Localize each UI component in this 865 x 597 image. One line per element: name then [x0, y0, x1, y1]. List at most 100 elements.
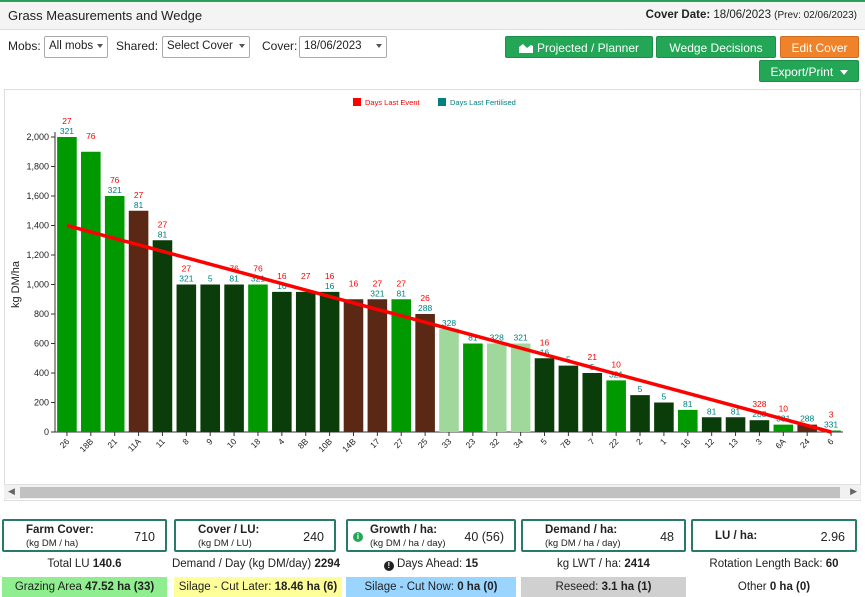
x-tick-label: 26	[58, 436, 72, 450]
label-days-last-fertilised: 81	[229, 274, 239, 284]
bar-paddock-27	[391, 299, 412, 432]
x-tick-label: 3	[753, 436, 764, 447]
reseed-value: 3.1 ha (1)	[601, 581, 652, 593]
page-header: Grass Measurements and Wedge Cover Date:…	[0, 2, 865, 30]
x-tick-label: 11	[154, 436, 168, 450]
cover-date-value: 18/06/2023	[713, 9, 771, 21]
rotation-label: Rotation Length Back:	[709, 558, 823, 570]
cover-lu-value: 240	[303, 530, 324, 544]
bar-paddock-16	[677, 409, 698, 432]
bar-paddock-21	[104, 196, 125, 432]
y-tick-label: 1,400	[26, 221, 49, 231]
legend-label-days-last-event: Days Last Event	[365, 98, 421, 107]
silage-now-label: Silage - Cut Now:	[364, 581, 454, 593]
bar-paddock-23	[463, 343, 483, 432]
x-tick-label: 12	[702, 436, 716, 450]
bar-paddock-11a	[128, 210, 149, 432]
x-tick-label: 27	[392, 436, 406, 450]
x-tick-label: 8B	[296, 436, 311, 451]
bar-paddock-18	[248, 284, 268, 432]
label-days-last-fertilised: 81	[134, 200, 144, 210]
alert-icon[interactable]: !	[383, 561, 394, 571]
kg-lwt-label: kg LWT / ha:	[557, 558, 622, 570]
cover-lu-unit: (kg DM / LU)	[198, 538, 252, 549]
label-days-last-fertilised: 81	[468, 333, 478, 343]
farm-cover-value: 710	[134, 530, 155, 544]
label-days-last-event: 21	[588, 352, 598, 362]
bar-paddock-8b	[295, 291, 316, 432]
bar-paddock-9	[200, 284, 221, 432]
label-days-last-event: 3	[829, 410, 834, 420]
demand-value: 48	[660, 530, 674, 544]
scrollbar-thumb[interactable]	[20, 487, 840, 498]
bar-paddock-14b	[343, 299, 364, 432]
scroll-right-icon[interactable]: ▶	[850, 486, 857, 496]
mobs-select[interactable]: All mobs	[44, 36, 108, 58]
x-tick-label: 18B	[77, 436, 95, 454]
reseed-label: Reseed:	[555, 581, 599, 593]
farm-cover-label: Farm Cover:	[26, 524, 94, 536]
wedge-decisions-button[interactable]: Wedge Decisions	[656, 36, 776, 58]
x-tick-label: 17	[368, 436, 382, 450]
projected-planner-label: Projected / Planner	[536, 41, 640, 55]
scroll-left-icon[interactable]: ◀	[8, 486, 15, 496]
projected-planner-button[interactable]: Projected / Planner	[505, 36, 653, 58]
x-tick-label: 10	[225, 436, 239, 450]
y-tick-label: 800	[34, 309, 49, 319]
bar-paddock-17	[367, 299, 388, 432]
mobs-select-value: All mobs	[49, 40, 94, 52]
y-tick-label: 600	[34, 339, 49, 349]
label-days-last-event: 27	[397, 278, 407, 288]
label-days-last-fertilised: 5	[208, 274, 213, 284]
farm-cover-unit: (kg DM / ha)	[26, 538, 79, 549]
total-lu-value: 140.6	[92, 558, 122, 570]
wedge-chart-panel: Days Last Event Days Last Fertilised 0 200 4…	[4, 89, 861, 501]
label-days-last-event: 76	[229, 264, 239, 274]
label-days-last-fertilised: 81	[158, 229, 168, 239]
x-tick-label: 33	[440, 436, 454, 450]
x-tick-label: 24	[798, 436, 812, 450]
x-tick-label: 7	[586, 436, 597, 447]
legend-swatch-days-last-event	[353, 98, 361, 106]
bar-paddock-32	[486, 343, 507, 432]
edit-cover-button[interactable]: Edit Cover	[780, 36, 859, 58]
cover-select[interactable]: 18/06/2023	[299, 36, 387, 58]
shared-select[interactable]: Select Cover	[162, 36, 250, 58]
x-tick-label: 7B	[558, 436, 573, 451]
info-icon[interactable]: i	[353, 532, 363, 542]
label-days-last-event: 76	[86, 131, 96, 141]
label-days-last-event: 27	[62, 116, 72, 126]
label-days-last-event: 16	[277, 271, 287, 281]
cover-lu-label: Cover / LU:	[198, 524, 260, 536]
demand-day-value: 2294	[314, 558, 341, 570]
y-tick-label: 0	[44, 427, 49, 437]
x-tick-label: 2	[634, 436, 645, 447]
x-tick-label: 18	[249, 436, 263, 450]
growth-value: 40 (56)	[464, 530, 504, 544]
legend-swatch-days-last-fertilised	[438, 98, 446, 106]
bar-paddock-7b	[558, 365, 579, 432]
label-days-last-fertilised: 321	[179, 274, 193, 284]
growth-unit: (kg DM / ha / day)	[370, 538, 446, 549]
label-days-last-fertilised: 288	[418, 303, 432, 313]
x-tick-label: 4	[276, 436, 287, 447]
other-label: Other	[737, 581, 767, 593]
export-print-button[interactable]: Export/Print	[759, 60, 859, 82]
export-print-label: Export/Print	[770, 65, 834, 79]
chart-horizontal-scrollbar[interactable]: ◀ ▶	[4, 484, 861, 499]
grazing-value: 47.52 ha (33)	[85, 581, 155, 593]
bar-paddock-13	[725, 417, 746, 432]
cover-select-value: 18/06/2023	[304, 40, 362, 52]
label-days-last-fertilised: 288	[800, 414, 814, 424]
x-tick-label: 6	[825, 436, 836, 447]
y-tick-label: 200	[34, 398, 49, 408]
label-days-last-event: 27	[134, 190, 144, 200]
label-days-last-event: 10	[779, 404, 789, 414]
label-days-last-event: 27	[158, 219, 168, 229]
cover-date-info: Cover Date: 18/06/2023 (Prev: 02/06/2023…	[646, 9, 857, 21]
label-days-last-fertilised: 321	[108, 185, 122, 195]
wedge-trendline	[66, 223, 832, 434]
label-days-last-fertilised: 81	[707, 406, 717, 416]
rotation-length: Rotation Length Back: 60	[691, 554, 857, 574]
x-tick-label: 16	[678, 436, 692, 450]
